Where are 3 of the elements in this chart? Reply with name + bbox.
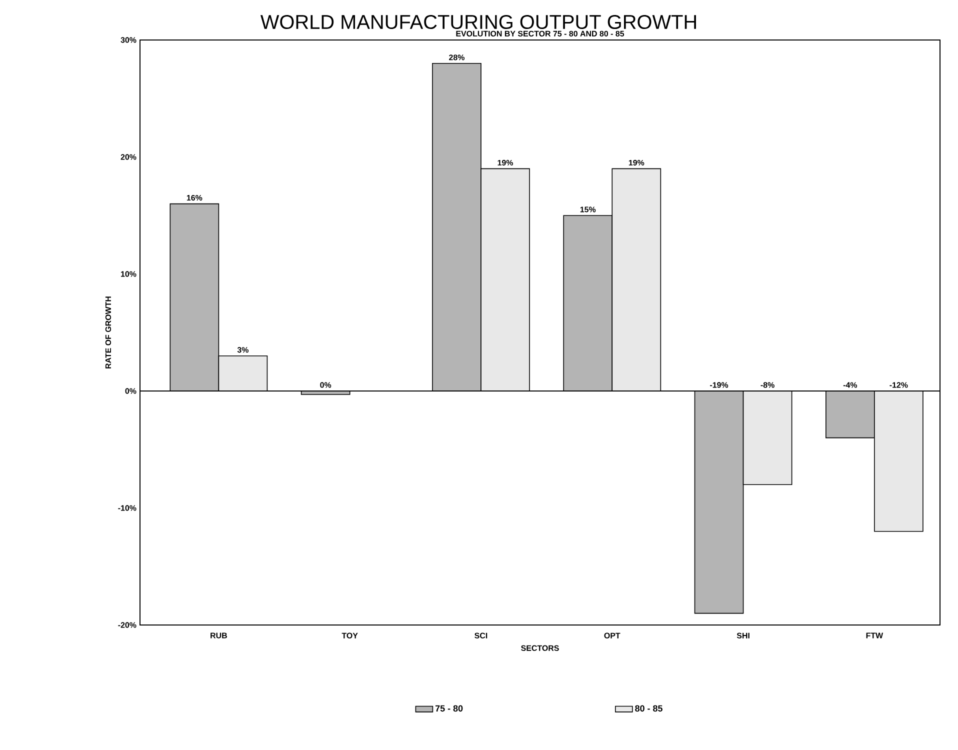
legend-label: 75 - 80 [435, 705, 463, 712]
legend-label: 80 - 85 [635, 705, 662, 712]
chart-title: WORLD MANUFACTURING OUTPUT GROWTH [260, 14, 696, 30]
